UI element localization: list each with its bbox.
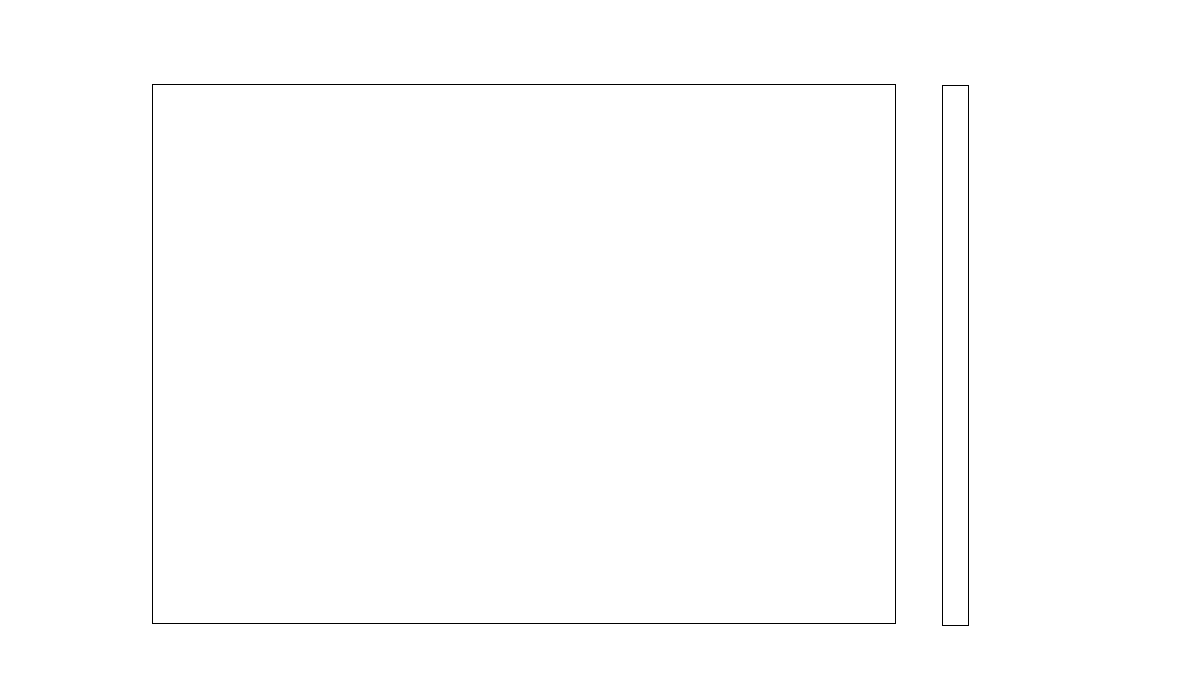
plot-frame [152,84,896,624]
colorbar [942,85,969,626]
colorbar-canvas [943,86,968,625]
plot-canvas [153,85,895,623]
